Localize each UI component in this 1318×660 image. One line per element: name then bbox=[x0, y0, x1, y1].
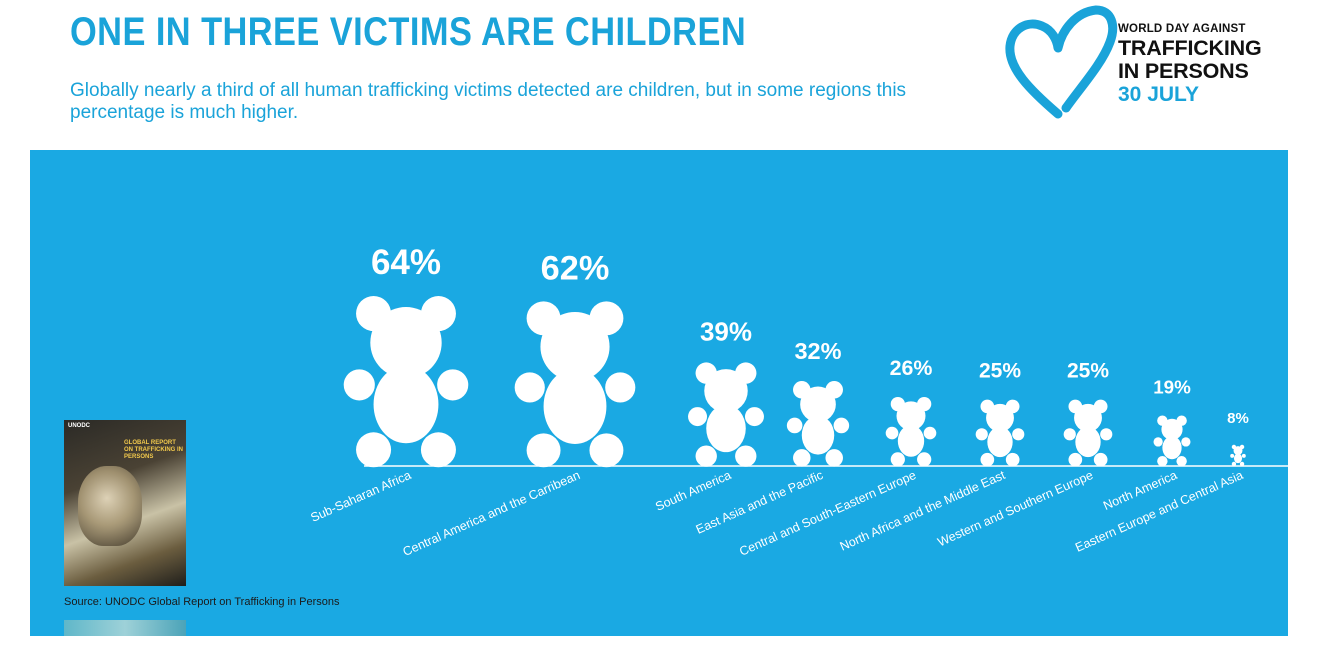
logo-line3: IN PERSONS bbox=[1118, 59, 1249, 83]
bear-marks bbox=[343, 296, 1246, 468]
chart-panel: 64% 62% 39% 32% 26% 25% 25% 19% 8% Sub-Saharan A… bbox=[30, 150, 1288, 636]
value-label-north-america: 19% bbox=[1153, 377, 1191, 398]
bear-bar-western-and-southern-europe bbox=[1063, 399, 1113, 467]
report-cover-strip bbox=[64, 620, 186, 636]
report-cover-org: UNODC bbox=[68, 423, 90, 429]
bear-bar-east-asia-and-the-pacific bbox=[786, 381, 850, 467]
value-label-east-asia-and-the-pacific: 32% bbox=[794, 338, 841, 364]
logo-line2: TRAFFICKING bbox=[1118, 35, 1262, 60]
logo-line1: WORLD DAY AGAINST bbox=[1118, 23, 1246, 35]
page-title: ONE IN THREE VICTIMS ARE CHILDREN bbox=[70, 10, 747, 54]
category-label-north-africa-and-the-middle-east: North Africa and the Middle East bbox=[838, 468, 1008, 554]
children-share-chart: 64% 62% 39% 32% 26% 25% 25% 19% 8% Sub-Saharan A… bbox=[308, 243, 1288, 559]
value-label-central-america-and-the-carribean: 62% bbox=[541, 249, 610, 287]
value-labels: 64% 62% 39% 32% 26% 25% 25% 19% 8% bbox=[371, 243, 1249, 427]
page-subtitle: Globally nearly a third of all human tra… bbox=[70, 80, 907, 123]
heart-icon bbox=[1005, 5, 1118, 119]
bear-bar-north-africa-and-the-middle-east bbox=[975, 399, 1025, 467]
value-label-western-and-southern-europe: 25% bbox=[1067, 360, 1109, 383]
category-label-sub-saharan-africa: Sub-Saharan Africa bbox=[308, 468, 413, 525]
bear-bar-sub-saharan-africa bbox=[343, 296, 469, 468]
source-note: Source: UNODC Global Report on Trafficki… bbox=[64, 596, 340, 608]
report-cover-title: GLOBAL REPORT ON TRAFFICKING IN PERSONS bbox=[124, 440, 183, 460]
value-label-sub-saharan-africa: 64% bbox=[371, 243, 441, 282]
category-label-south-america: South America bbox=[653, 468, 733, 514]
report-cover-portrait bbox=[78, 466, 142, 546]
logo-text: WORLD DAY AGAINST TRAFFICKING IN PERSONS… bbox=[1118, 23, 1262, 106]
value-label-central-and-south-eastern-europe: 26% bbox=[890, 356, 933, 380]
bear-bar-eastern-europe-and-central-asia bbox=[1230, 444, 1246, 467]
bear-bar-north-america bbox=[1153, 415, 1191, 467]
bear-bar-south-america bbox=[688, 362, 764, 467]
category-label-central-america-and-the-carribean: Central America and the Carribean bbox=[401, 468, 583, 559]
bear-bar-central-america-and-the-carribean bbox=[514, 301, 636, 468]
value-label-north-africa-and-the-middle-east: 25% bbox=[979, 360, 1021, 383]
world-day-logo: WORLD DAY AGAINST TRAFFICKING IN PERSONS… bbox=[1000, 2, 1300, 122]
bear-bar-central-and-south-eastern-europe bbox=[885, 396, 937, 467]
category-label-central-and-south-eastern-europe: Central and South-Eastern Europe bbox=[737, 468, 918, 559]
value-label-south-america: 39% bbox=[700, 316, 752, 346]
value-label-eastern-europe-and-central-asia: 8% bbox=[1227, 410, 1249, 427]
report-cover-image: UNODC GLOBAL REPORT ON TRAFFICKING IN PE… bbox=[64, 420, 186, 586]
logo-date: 30 JULY bbox=[1118, 82, 1199, 106]
category-label-western-and-southern-europe: Western and Southern Europe bbox=[935, 468, 1095, 549]
